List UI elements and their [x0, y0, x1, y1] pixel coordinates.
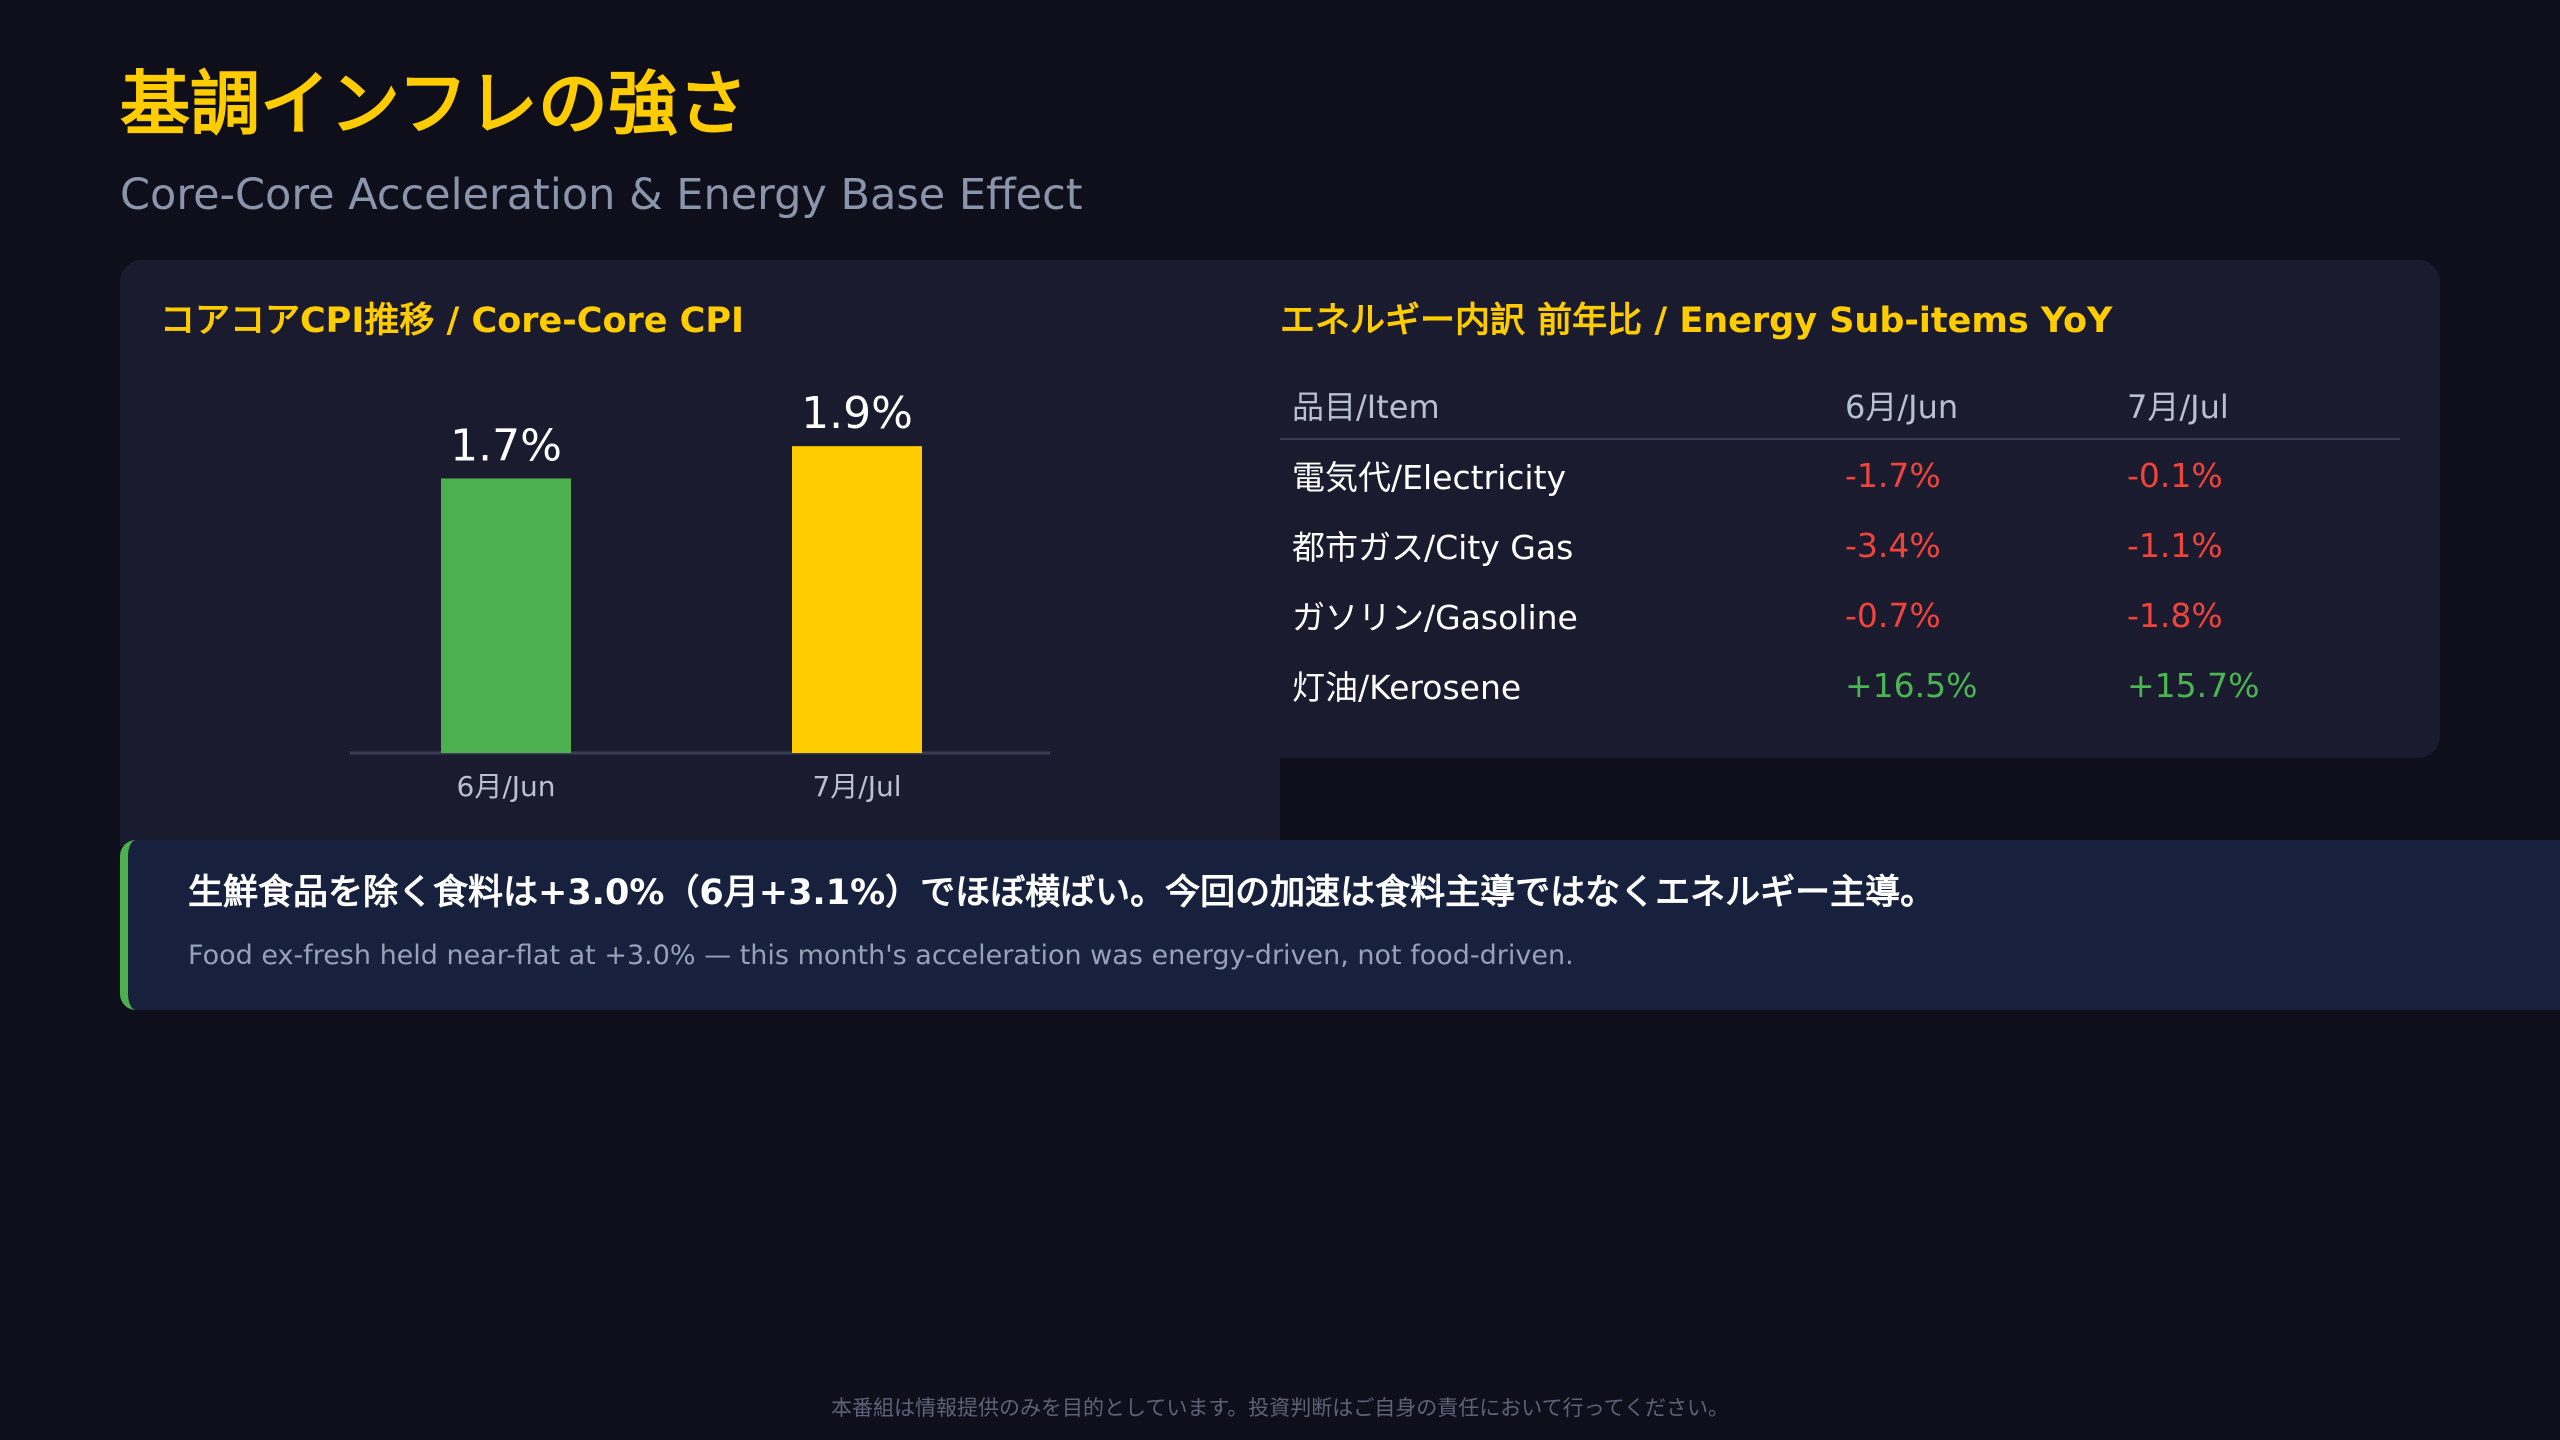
row-item-city-gas: 都市ガス/City Gas: [1292, 528, 1574, 567]
cell-kerosene-jul: +15.7%: [2127, 665, 2260, 705]
page-title: 基調インフレの強さ: [120, 63, 748, 145]
bar-0: [441, 478, 571, 753]
core-core-cpi-chart: 1.7% 6月/Jun 1.9% 7月/Jul: [350, 388, 1050, 803]
cell-city-gas-jul: -1.1%: [2127, 525, 2223, 565]
table-row: 灯油/Kerosene +16.5% +15.7%: [1280, 650, 2400, 720]
cell-electricity-jun: -1.7%: [1845, 455, 1941, 495]
chart-panel-extension: [120, 700, 1280, 846]
energy-table: 品目/Item 6月/Jun 7月/Jul 電気代/Electricity -1…: [1280, 372, 2400, 720]
row-item-gasoline: ガソリン/Gasoline: [1292, 598, 1578, 637]
insight-callout: 生鮮食品を除く食料は+3.0%（6月+3.1%）でほぼ横ばい。今回の加速は食料主…: [120, 840, 2560, 1010]
table-row: ガソリン/Gasoline -0.7% -1.8%: [1280, 580, 2400, 650]
bar-1: [792, 446, 922, 753]
energy-table-title: エネルギー内訳 前年比 / Energy Sub-items YoY: [1280, 301, 2113, 341]
page-subtitle: Core-Core Acceleration & Energy Base Eff…: [120, 170, 1083, 220]
callout-main-text: 生鮮食品を除く食料は+3.0%（6月+3.1%）でほぼ横ばい。今回の加速は食料主…: [188, 873, 1936, 913]
table-row: 都市ガス/City Gas -3.4% -1.1%: [1280, 510, 2400, 580]
cell-kerosene-jun: +16.5%: [1845, 665, 1978, 705]
column-header-jul: 7月/Jul: [2127, 388, 2229, 426]
x-tick-label-0: 6月/Jun: [457, 770, 556, 803]
column-header-jun: 6月/Jun: [1845, 388, 1959, 426]
cell-electricity-jul: -0.1%: [2127, 455, 2223, 495]
table-header: 品目/Item 6月/Jun 7月/Jul: [1280, 372, 2400, 440]
cell-city-gas-jun: -3.4%: [1845, 525, 1941, 565]
bar-value-label-0: 1.7%: [450, 420, 562, 471]
bar-value-label-1: 1.9%: [801, 388, 913, 439]
column-header-item: 品目/Item: [1292, 388, 1440, 426]
cell-gasoline-jun: -0.7%: [1845, 595, 1941, 635]
disclaimer: 本番組は情報提供のみを目的としています。投資判断はご自身の責任において行ってくだ…: [831, 1396, 1729, 1420]
x-tick-label-1: 7月/Jul: [812, 770, 901, 803]
row-item-electricity: 電気代/Electricity: [1292, 458, 1567, 497]
chart-title: コアコアCPI推移 / Core-Core CPI: [160, 301, 745, 341]
callout-sub-text: Food ex-fresh held near-flat at +3.0% — …: [188, 940, 1574, 971]
row-item-kerosene: 灯油/Kerosene: [1292, 668, 1522, 707]
table-row: 電気代/Electricity -1.7% -0.1%: [1280, 440, 2400, 510]
cell-gasoline-jul: -1.8%: [2127, 595, 2223, 635]
